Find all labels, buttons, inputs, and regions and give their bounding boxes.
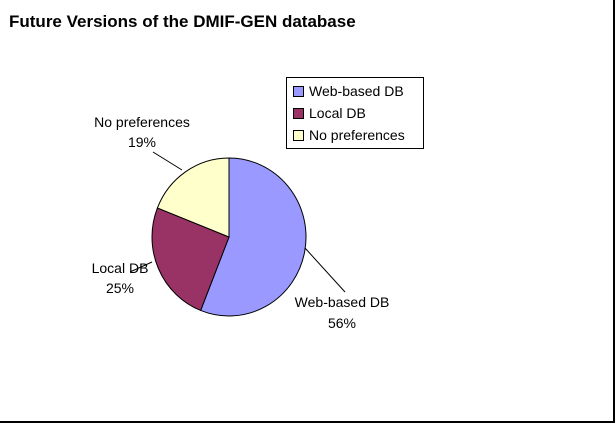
slice-percent-local: 25% <box>106 280 134 296</box>
legend-item-web-based: Web-based DB <box>293 82 404 100</box>
legend-swatch-local <box>293 107 304 119</box>
slice-percent-no-preferences: 19% <box>128 134 156 150</box>
legend-label-local: Local DB <box>309 105 366 121</box>
slice-label-local: Local DB <box>92 260 149 276</box>
leader-lines <box>129 151 346 293</box>
legend-label-web-based: Web-based DB <box>309 83 404 99</box>
chart-title: Future Versions of the DMIF-GEN database <box>9 12 356 31</box>
legend-swatch-no-preferences <box>293 129 304 141</box>
pie-slice-web-based <box>200 157 307 317</box>
slice-percent-web-based: 56% <box>328 315 356 331</box>
leader-line-web-based <box>304 247 346 293</box>
leader-line-no-preferences <box>152 151 183 171</box>
legend-swatch-web-based <box>293 85 304 97</box>
legend-item-no-preferences: No preferences <box>293 126 405 144</box>
legend-item-local: Local DB <box>293 104 366 122</box>
pie-slice-no-preferences <box>156 157 230 238</box>
leader-line-local <box>129 261 153 273</box>
pie-slices <box>151 157 307 317</box>
legend-label-no-preferences: No preferences <box>309 127 405 143</box>
pie-slice-local <box>151 207 230 312</box>
legend: Web-based DB Local DB No preferences <box>286 77 424 149</box>
slice-label-web-based: Web-based DB <box>295 294 390 310</box>
slice-label-no-preferences: No preferences <box>94 114 190 130</box>
